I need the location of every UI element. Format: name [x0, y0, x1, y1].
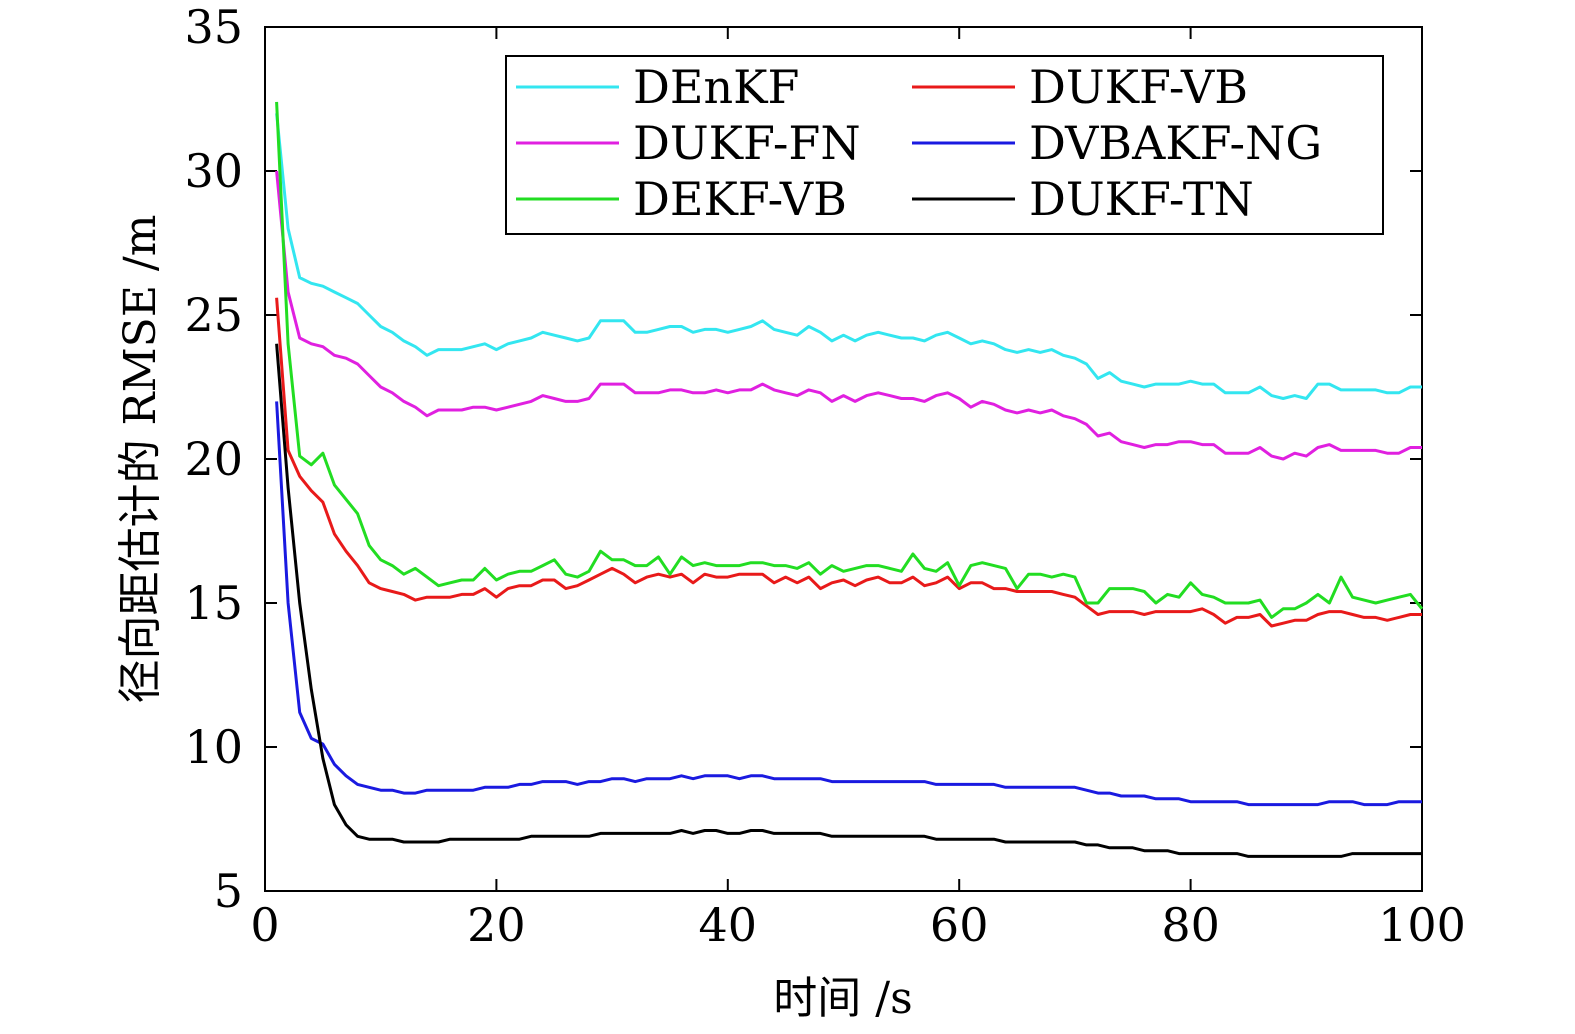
- legend-label: DEKF-VB: [633, 172, 847, 226]
- legend-label: DEnKF: [633, 60, 799, 114]
- x-tick-label: 0: [250, 898, 279, 952]
- x-tick-label: 100: [1378, 898, 1466, 952]
- series-line-dukf-tn: [275, 343, 1422, 858]
- axis-ticks: [264, 26, 1423, 892]
- legend-label: DUKF-FN: [633, 116, 861, 170]
- series-line-dvbakf-ng: [275, 401, 1422, 807]
- tick-labels: 0 20 40 60 80 100 5 10 15 20 25 30 35: [184, 0, 1465, 952]
- y-tick-label: 10: [184, 720, 243, 774]
- x-tick-label: 60: [930, 898, 989, 952]
- y-tick-label: 15: [184, 576, 243, 630]
- y-tick-label: 5: [214, 864, 243, 918]
- x-tick-label: 40: [699, 898, 758, 952]
- series-line-denkf: [275, 113, 1422, 400]
- series-lines: [275, 101, 1424, 858]
- series-line-dukf-vb: [275, 297, 1422, 628]
- legend-label: DUKF-TN: [1029, 172, 1254, 226]
- x-tick-label: 80: [1161, 898, 1220, 952]
- y-axis-title: 径向距估计的 RMSE /m: [115, 215, 166, 704]
- y-tick-label: 35: [184, 0, 243, 54]
- legend-label: DUKF-VB: [1029, 60, 1248, 114]
- y-tick-label: 20: [184, 432, 243, 486]
- x-axis-title: 时间 /s: [773, 973, 912, 1024]
- x-tick-label: 20: [467, 898, 526, 952]
- series-line-dukf-fn: [275, 170, 1422, 461]
- y-tick-label: 25: [184, 288, 243, 342]
- y-tick-label: 30: [184, 144, 243, 198]
- legend-label: DVBAKF-NG: [1029, 116, 1322, 170]
- series-line-dekf-vb: [275, 101, 1424, 619]
